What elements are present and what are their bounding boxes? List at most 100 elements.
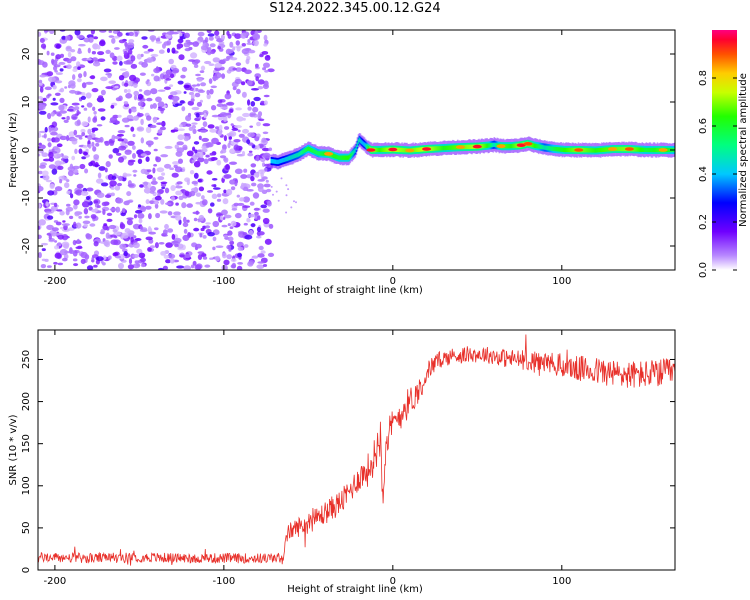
noise-cell [129, 74, 137, 82]
noise-cell [221, 264, 228, 270]
noise-cell [242, 232, 247, 236]
ridge-core [545, 145, 547, 150]
noise-cell [206, 170, 213, 175]
noise-cell [223, 135, 227, 142]
noise-cell [76, 183, 84, 189]
ridge-core [515, 143, 518, 148]
noise-cell [158, 242, 165, 245]
noise-cell [146, 169, 152, 173]
noise-cell [64, 86, 68, 89]
noise-cell [128, 39, 135, 44]
noise-cell [159, 126, 166, 131]
noise-cell [50, 102, 59, 106]
noise-cell [250, 163, 257, 168]
noise-cell [123, 250, 128, 257]
noise-cell [85, 233, 91, 239]
noise-cell [91, 88, 99, 93]
noise-cell [157, 176, 165, 181]
noise-cell [240, 182, 245, 189]
noise-cell [217, 129, 223, 136]
noise-cell [132, 242, 140, 249]
colorbar-tick-label: 0.2 [698, 214, 709, 230]
noise-cell [102, 209, 106, 215]
noise-cell [81, 105, 85, 108]
noise-cell [38, 132, 42, 138]
ridge-core [322, 151, 324, 156]
noise-cell [163, 86, 171, 90]
noise-cell [70, 83, 76, 89]
noise-cell [83, 107, 88, 111]
noise-cell [80, 128, 86, 133]
noise-cell [119, 142, 126, 147]
snr-panel: -200 -100 0 100 0 50 100 150 200 250 Height of st… [8, 329, 676, 595]
noise-cell [165, 69, 172, 76]
noise-cell [38, 31, 42, 37]
noise-cell [199, 99, 203, 103]
ridge-peak [516, 143, 526, 147]
noise-cell [263, 100, 268, 106]
noise-cell [114, 85, 119, 89]
noise-cell [237, 202, 245, 206]
noise-cell [91, 141, 95, 147]
noise-cell [183, 265, 192, 270]
ridge-core [593, 148, 596, 153]
ridge-core [280, 158, 283, 164]
ridge-core [303, 148, 306, 153]
noise-cell [241, 43, 246, 47]
noise-cell [258, 245, 264, 251]
noise-cell [45, 179, 53, 183]
noise-cell [221, 224, 228, 228]
noise-cell [87, 128, 92, 135]
ridge-core [558, 147, 560, 152]
noise-cell [103, 223, 108, 227]
noise-cell [246, 189, 254, 192]
noise-cell [199, 70, 205, 73]
noise-cell [91, 129, 95, 133]
noise-cell [83, 208, 89, 215]
noise-cell [121, 232, 129, 239]
noise-cell [119, 223, 126, 230]
noise-cell [255, 63, 259, 68]
noise-cell [177, 128, 185, 131]
noise-cell [205, 222, 211, 225]
ridge-core [346, 155, 349, 160]
ridge-core [274, 159, 277, 164]
noise-cell [54, 245, 60, 250]
noise-cell [165, 242, 173, 248]
ridge-core [507, 144, 510, 149]
noise-cell [178, 124, 183, 128]
noise-cell [169, 258, 175, 264]
noise-cell [100, 116, 106, 121]
ridge-core [399, 147, 401, 153]
noise-cell [153, 136, 159, 140]
ridge-core [514, 143, 517, 148]
noise-cell [44, 86, 52, 91]
noise-cell [154, 201, 158, 205]
noise-cell [41, 242, 48, 246]
noise-cell [216, 103, 224, 108]
noise-cell [77, 245, 83, 249]
noise-cell [207, 190, 213, 193]
noise-cell [160, 199, 165, 205]
noise-cell [263, 62, 270, 68]
noise-cell [119, 68, 127, 71]
noise-cell [202, 256, 208, 260]
noise-cell [81, 121, 89, 127]
noise-cell [59, 87, 65, 93]
ridge-core [551, 146, 553, 151]
noise-cell [198, 135, 202, 140]
snr-y-tick-label: 50 [21, 522, 32, 535]
ridge-core [417, 147, 420, 152]
ridge-core [495, 143, 498, 148]
noise-cell [132, 115, 139, 121]
ridge-core [639, 147, 642, 152]
ridge-core [387, 147, 389, 152]
noise-cell [38, 130, 47, 134]
noise-cell [170, 129, 179, 132]
noise-cell [143, 181, 149, 186]
noise-cell [211, 157, 215, 162]
ridge-core [359, 138, 362, 143]
ridge-core [490, 143, 493, 148]
noise-cell [263, 94, 270, 98]
